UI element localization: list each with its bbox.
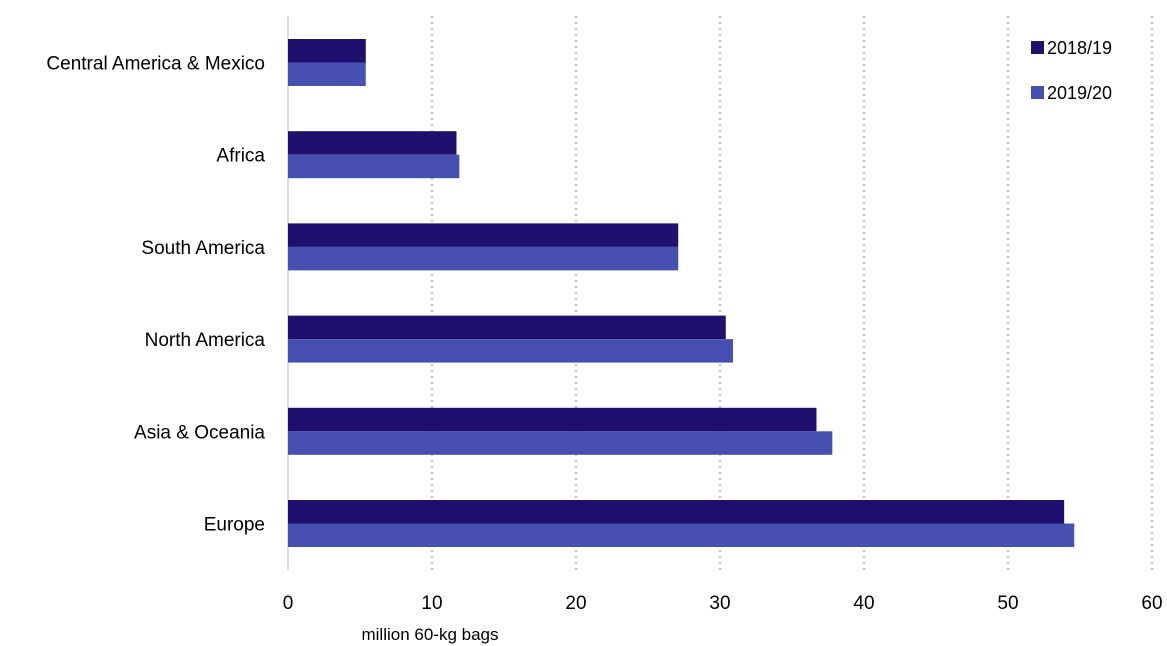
bar [288,131,457,155]
x-tick-label: 0 [283,593,294,614]
category-label: South America [141,238,265,259]
x-axis-title: million 60-kg bags [361,625,498,644]
bar [288,523,1075,547]
legend-label: 2019/20 [1047,83,1112,103]
bar [288,431,833,455]
legend: 2018/19 2019/20 [1031,38,1112,103]
bar [288,500,1065,524]
bars [288,39,1075,547]
bar [288,315,726,340]
x-tick-label: 20 [565,593,586,614]
category-label: Central America & Mexico [46,54,265,75]
x-tick-label: 30 [709,593,730,614]
x-tick-label: 10 [421,593,442,614]
legend-swatch [1031,41,1044,54]
bar [288,154,460,179]
bar [288,407,817,432]
bar [288,39,366,63]
bar [288,339,733,363]
x-tick-label: 50 [997,593,1018,614]
legend-swatch [1031,86,1044,99]
legend-label: 2018/19 [1047,38,1112,58]
category-label: Africa [216,146,265,167]
category-label: North America [145,330,266,351]
bar [288,62,366,86]
x-tick-labels: 0 10 20 30 40 50 60 [283,593,1163,614]
category-label: Europe [204,515,265,536]
gridlines [430,16,1154,570]
x-tick-label: 60 [1141,593,1162,614]
category-label: Asia & Oceania [134,422,265,443]
x-tick-label: 40 [853,593,874,614]
category-labels: Central America & Mexico Africa South Amer… [46,54,265,536]
bar [288,246,679,271]
bar [288,223,679,247]
